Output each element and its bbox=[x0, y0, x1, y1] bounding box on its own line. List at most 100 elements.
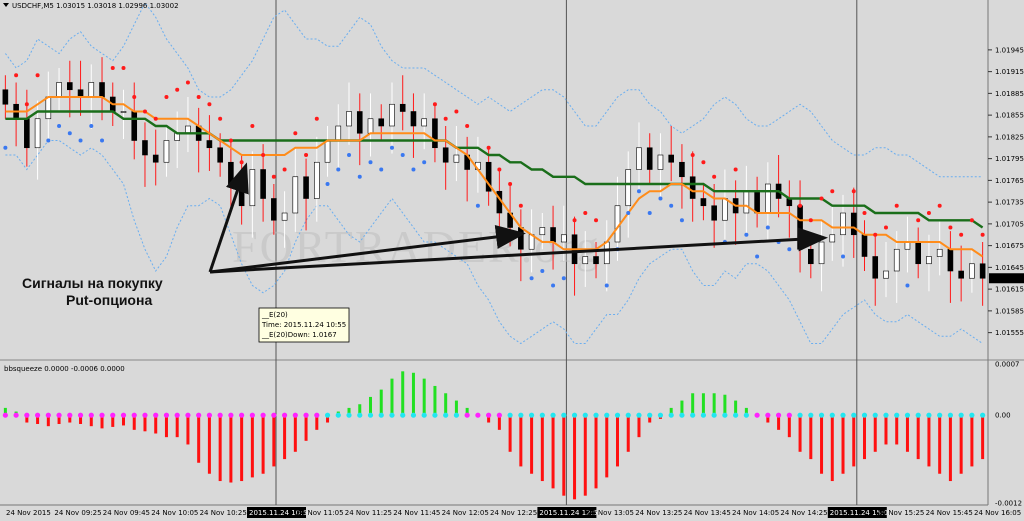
psar-dot bbox=[690, 153, 695, 157]
psar-dot bbox=[293, 131, 298, 136]
histogram-bar bbox=[562, 415, 566, 496]
histogram-bar bbox=[626, 415, 630, 452]
squeeze-dot bbox=[400, 412, 406, 418]
squeeze-dot bbox=[432, 412, 438, 418]
candle-bull bbox=[324, 140, 331, 163]
psar-dot bbox=[271, 174, 276, 179]
candle-bear bbox=[260, 169, 266, 199]
candle-bear bbox=[142, 140, 148, 156]
candle-bear bbox=[518, 227, 524, 250]
histogram-bar bbox=[895, 415, 899, 445]
psar-dot bbox=[883, 225, 888, 230]
squeeze-dot bbox=[754, 412, 760, 418]
squeeze-dot bbox=[303, 412, 309, 418]
squeeze-dot bbox=[486, 412, 492, 418]
histogram-bar bbox=[734, 400, 738, 416]
psar-dot bbox=[486, 145, 491, 150]
psar-dot bbox=[830, 189, 835, 194]
candle-bear bbox=[410, 111, 417, 127]
candle-bear bbox=[797, 205, 803, 250]
histogram-bar bbox=[315, 415, 319, 430]
time-tick-highlight bbox=[827, 507, 887, 518]
histogram-bar bbox=[444, 393, 448, 416]
candle-bull bbox=[88, 82, 95, 98]
candle-bull bbox=[281, 212, 288, 221]
histogram-bar bbox=[830, 415, 834, 482]
histogram-bar bbox=[154, 415, 158, 434]
current-price-marker bbox=[989, 273, 1024, 284]
squeeze-dot bbox=[110, 412, 116, 418]
candle-bear bbox=[947, 248, 954, 272]
squeeze-dot bbox=[797, 412, 803, 418]
psar-dot bbox=[239, 160, 244, 165]
squeeze-dot bbox=[722, 412, 728, 418]
candle-bear bbox=[271, 198, 277, 221]
price-tick-label: 1.01885 bbox=[995, 90, 1024, 98]
psar-dot bbox=[110, 66, 115, 70]
squeeze-dot bbox=[786, 412, 792, 418]
price-tick-label: 1.01795 bbox=[995, 155, 1024, 163]
histogram-bar bbox=[605, 415, 609, 478]
squeeze-dot bbox=[249, 412, 255, 418]
candle-bear bbox=[593, 256, 599, 265]
psar-dot bbox=[465, 124, 470, 128]
psar-dot bbox=[347, 153, 352, 157]
candle-bear bbox=[808, 248, 814, 265]
psar-dot bbox=[819, 196, 824, 201]
price-tick-label: 1.01555 bbox=[995, 329, 1024, 337]
candle-bull bbox=[292, 176, 299, 214]
squeeze-dot bbox=[453, 412, 460, 418]
psar-dot bbox=[798, 203, 803, 208]
candle-bull bbox=[163, 140, 170, 163]
signal-arrow bbox=[209, 225, 526, 274]
histogram-bar bbox=[648, 415, 652, 423]
squeeze-dot bbox=[314, 412, 320, 418]
candle-bull bbox=[904, 241, 911, 250]
squeeze-dot bbox=[206, 412, 213, 418]
squeeze-dot bbox=[99, 412, 105, 418]
candle-bull bbox=[926, 256, 932, 265]
psar-dot bbox=[46, 138, 51, 143]
candle-bull bbox=[389, 103, 395, 127]
psar-dot bbox=[185, 80, 190, 85]
candle-bear bbox=[228, 161, 234, 185]
psar-dot bbox=[765, 225, 770, 230]
histogram-bar bbox=[809, 415, 813, 460]
histogram-bar bbox=[326, 415, 330, 423]
bollinger-lower-band bbox=[5, 140, 983, 345]
squeeze-dot bbox=[367, 412, 374, 418]
histogram-bar bbox=[79, 415, 83, 424]
squeeze-dot bbox=[228, 412, 234, 418]
time-tick-label: 24 Nov 11:25 bbox=[345, 509, 392, 517]
psar-dot bbox=[207, 102, 212, 107]
squeeze-dot bbox=[958, 412, 964, 418]
psar-dot bbox=[325, 182, 330, 186]
psar-dot bbox=[142, 109, 147, 114]
histogram-bar bbox=[701, 393, 705, 416]
psar-dot bbox=[422, 160, 427, 165]
tooltip-line-1: __E(20) bbox=[261, 311, 288, 319]
histogram-bar bbox=[369, 396, 372, 416]
squeeze-dot bbox=[851, 412, 857, 418]
squeeze-dot bbox=[260, 412, 266, 418]
histogram-bar bbox=[852, 415, 856, 467]
candle-bull bbox=[625, 169, 632, 207]
histogram-bar bbox=[798, 415, 802, 452]
candle-bear bbox=[754, 190, 760, 214]
psar-dot bbox=[508, 182, 513, 186]
squeeze-dot bbox=[443, 412, 449, 418]
squeeze-dot bbox=[174, 412, 180, 418]
indicator-tick-label: 0.00 bbox=[995, 412, 1011, 420]
time-tick-highlight bbox=[537, 507, 597, 518]
psar-dot bbox=[894, 203, 899, 208]
psar-dot bbox=[733, 167, 738, 172]
chart-menu-icon[interactable] bbox=[3, 3, 9, 7]
squeeze-dot bbox=[861, 412, 868, 418]
psar-dot bbox=[400, 153, 405, 157]
candle-bear bbox=[2, 89, 9, 105]
time-tick-highlight bbox=[247, 507, 306, 518]
candle-bull bbox=[34, 118, 41, 149]
psar-dot bbox=[787, 247, 792, 252]
candle-bull bbox=[421, 118, 427, 127]
